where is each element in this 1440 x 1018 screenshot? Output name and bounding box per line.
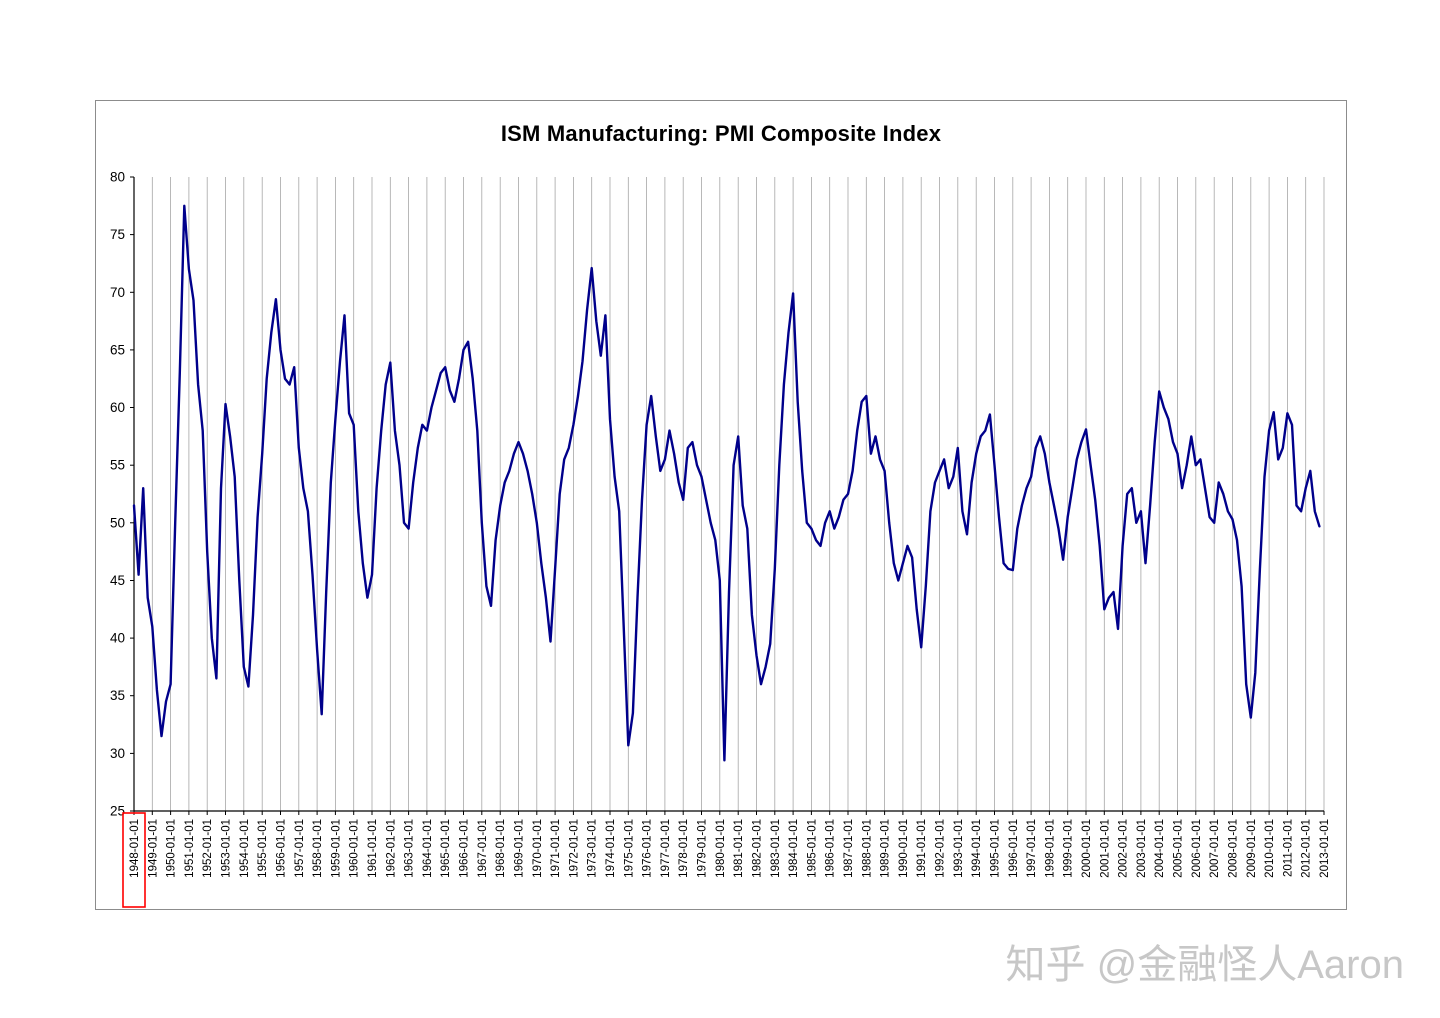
svg-text:1975-01-01: 1975-01-01 — [623, 819, 635, 878]
svg-text:1983-01-01: 1983-01-01 — [770, 819, 782, 878]
svg-text:30: 30 — [110, 746, 125, 761]
chart-frame: 25 30 35 40 45 50 55 60 65 70 75 80 1948-01-01 1949-0… — [95, 100, 1347, 910]
svg-text:2010-01-01: 2010-01-01 — [1264, 819, 1276, 878]
svg-text:55: 55 — [110, 458, 125, 473]
svg-text:1979-01-01: 1979-01-01 — [697, 819, 709, 878]
svg-text:45: 45 — [110, 573, 125, 588]
svg-text:2007-01-01: 2007-01-01 — [1209, 819, 1221, 878]
svg-text:1972-01-01: 1972-01-01 — [568, 819, 580, 878]
highlight-box-first-label — [122, 812, 146, 908]
svg-text:1948-01-01: 1948-01-01 — [129, 819, 141, 878]
svg-text:1987-01-01: 1987-01-01 — [843, 819, 855, 878]
svg-text:1963-01-01: 1963-01-01 — [404, 819, 416, 878]
svg-text:1980-01-01: 1980-01-01 — [715, 819, 727, 878]
svg-text:1988-01-01: 1988-01-01 — [861, 819, 873, 878]
svg-text:2004-01-01: 2004-01-01 — [1154, 819, 1166, 878]
svg-text:1990-01-01: 1990-01-01 — [898, 819, 910, 878]
svg-text:1989-01-01: 1989-01-01 — [880, 819, 892, 878]
svg-text:1961-01-01: 1961-01-01 — [367, 819, 379, 878]
svg-text:1978-01-01: 1978-01-01 — [678, 819, 690, 878]
svg-text:1982-01-01: 1982-01-01 — [752, 819, 764, 878]
chart-title: ISM Manufacturing: PMI Composite Index — [500, 121, 942, 146]
svg-text:35: 35 — [110, 688, 125, 703]
axes — [130, 176, 1325, 815]
svg-text:1957-01-01: 1957-01-01 — [294, 819, 306, 878]
svg-text:1999-01-01: 1999-01-01 — [1063, 819, 1075, 878]
svg-text:1976-01-01: 1976-01-01 — [642, 819, 654, 878]
svg-text:25: 25 — [110, 804, 125, 819]
svg-text:2000-01-01: 2000-01-01 — [1081, 819, 1093, 878]
pmi-line-chart: 25 30 35 40 45 50 55 60 65 70 75 80 1948-01-01 1949-0… — [110, 170, 1331, 908]
svg-text:1981-01-01: 1981-01-01 — [733, 819, 745, 878]
svg-text:1960-01-01: 1960-01-01 — [349, 819, 361, 878]
svg-text:1995-01-01: 1995-01-01 — [990, 819, 1002, 878]
svg-text:1967-01-01: 1967-01-01 — [477, 819, 489, 878]
svg-text:1991-01-01: 1991-01-01 — [916, 819, 928, 878]
x-axis-labels: 1948-01-01 1949-01-01 1950-01-01 1951-01-01… — [129, 819, 1331, 878]
svg-text:1996-01-01: 1996-01-01 — [1008, 819, 1020, 878]
svg-text:1952-01-01: 1952-01-01 — [202, 819, 214, 878]
svg-text:60: 60 — [110, 400, 125, 415]
svg-text:2012-01-01: 2012-01-01 — [1301, 819, 1313, 878]
svg-text:1997-01-01: 1997-01-01 — [1026, 819, 1038, 878]
y-axis-labels: 25 30 35 40 45 50 55 60 65 70 75 80 — [110, 170, 125, 819]
svg-text:1971-01-01: 1971-01-01 — [550, 819, 562, 878]
svg-text:50: 50 — [110, 515, 125, 530]
svg-text:80: 80 — [110, 170, 125, 185]
svg-text:1993-01-01: 1993-01-01 — [953, 819, 965, 878]
svg-text:1954-01-01: 1954-01-01 — [239, 819, 251, 878]
svg-text:2008-01-01: 2008-01-01 — [1228, 819, 1240, 878]
svg-text:1964-01-01: 1964-01-01 — [422, 819, 434, 878]
svg-text:1994-01-01: 1994-01-01 — [971, 819, 983, 878]
svg-text:2001-01-01: 2001-01-01 — [1099, 819, 1111, 878]
svg-text:70: 70 — [110, 285, 125, 300]
svg-text:40: 40 — [110, 631, 125, 646]
svg-text:1955-01-01: 1955-01-01 — [257, 819, 269, 878]
svg-text:1956-01-01: 1956-01-01 — [276, 819, 288, 878]
svg-text:1962-01-01: 1962-01-01 — [385, 819, 397, 878]
svg-text:1949-01-01: 1949-01-01 — [147, 819, 159, 878]
svg-text:1965-01-01: 1965-01-01 — [440, 819, 452, 878]
svg-text:1998-01-01: 1998-01-01 — [1044, 819, 1056, 878]
svg-text:65: 65 — [110, 342, 125, 357]
svg-text:1970-01-01: 1970-01-01 — [532, 819, 544, 878]
svg-text:2013-01-01: 2013-01-01 — [1319, 819, 1331, 878]
svg-text:1974-01-01: 1974-01-01 — [605, 819, 617, 878]
svg-text:75: 75 — [110, 227, 125, 242]
svg-text:2011-01-01: 2011-01-01 — [1282, 819, 1294, 877]
svg-text:2009-01-01: 2009-01-01 — [1246, 819, 1258, 878]
svg-text:1959-01-01: 1959-01-01 — [330, 819, 342, 878]
svg-text:1953-01-01: 1953-01-01 — [221, 819, 233, 878]
svg-text:1984-01-01: 1984-01-01 — [788, 819, 800, 878]
svg-text:1986-01-01: 1986-01-01 — [825, 819, 837, 878]
svg-text:2005-01-01: 2005-01-01 — [1173, 819, 1185, 878]
svg-text:1985-01-01: 1985-01-01 — [806, 819, 818, 878]
svg-text:1968-01-01: 1968-01-01 — [495, 819, 507, 878]
svg-text:1969-01-01: 1969-01-01 — [514, 819, 526, 878]
svg-text:1966-01-01: 1966-01-01 — [459, 819, 471, 878]
gridlines — [133, 177, 1325, 811]
svg-text:1951-01-01: 1951-01-01 — [184, 819, 196, 878]
svg-text:2006-01-01: 2006-01-01 — [1191, 819, 1203, 878]
svg-text:1973-01-01: 1973-01-01 — [587, 819, 599, 878]
svg-text:2002-01-01: 2002-01-01 — [1118, 819, 1130, 878]
svg-text:1977-01-01: 1977-01-01 — [660, 819, 672, 878]
svg-text:2003-01-01: 2003-01-01 — [1136, 819, 1148, 878]
pmi-series-line — [132, 204, 1321, 762]
svg-text:1950-01-01: 1950-01-01 — [166, 819, 178, 878]
watermark-text: 知乎 @金融怪人Aaron — [1005, 943, 1404, 987]
svg-text:1992-01-01: 1992-01-01 — [935, 819, 947, 878]
watermark: 知乎 @金融怪人Aaron — [1006, 932, 1404, 990]
svg-text:1958-01-01: 1958-01-01 — [312, 819, 324, 878]
